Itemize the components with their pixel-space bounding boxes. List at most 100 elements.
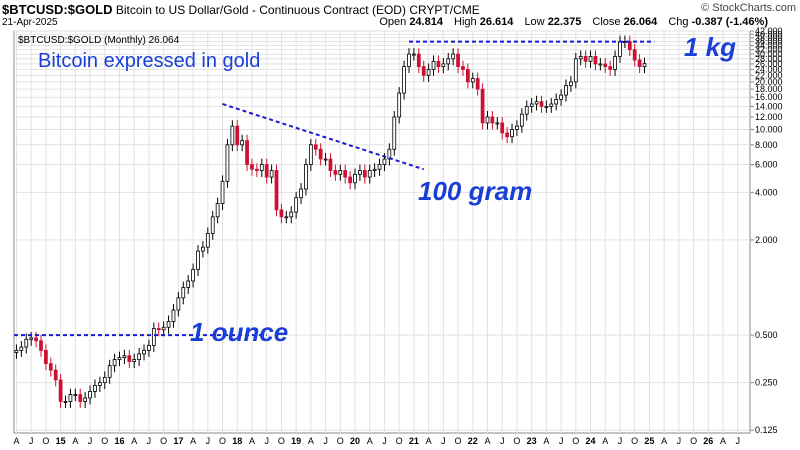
candle-body (264, 164, 269, 178)
y-tick-label: 16.000 (755, 92, 783, 102)
x-tick-label: A (720, 436, 726, 446)
candle-body (328, 158, 333, 171)
candle-body (230, 125, 235, 146)
candle-body (559, 94, 563, 100)
candle-body (407, 53, 411, 68)
candle-body (637, 59, 642, 68)
candle-body (500, 122, 505, 134)
x-tick-label: 24 (586, 436, 596, 446)
candle-body (397, 92, 402, 118)
x-tick-label: J (206, 436, 211, 446)
candle-body (461, 66, 465, 70)
annotation-1kg: 1 kg (684, 32, 736, 62)
x-tick-label: O (278, 436, 285, 446)
candle-body (147, 345, 151, 351)
candle-body (250, 164, 254, 170)
y-tick-label: 18.000 (755, 84, 783, 94)
x-tick-label: O (396, 436, 403, 446)
candle-body (613, 56, 617, 70)
candle-body (495, 122, 500, 125)
y-tick-label: 42.000 (755, 26, 783, 36)
x-axis: A J O 15 A J O 16 A J O 17 A J O 18 A J O 19 A J O 20 A J O 21 A J O 22… (13, 436, 740, 446)
chg-value: -0.387 (-1.46%) (691, 16, 768, 28)
candle-series (14, 35, 647, 408)
candle-body (19, 346, 24, 351)
x-tick-label: A (426, 436, 432, 446)
x-tick-label: J (323, 436, 328, 446)
candle-body (304, 164, 308, 190)
x-tick-label: J (735, 436, 740, 446)
candle-body (259, 164, 264, 171)
y-tick-label: 14.000 (755, 101, 783, 111)
candle-body (608, 66, 613, 70)
candle-body (48, 363, 53, 371)
candle-body (122, 355, 127, 359)
candle-body (524, 105, 529, 115)
candle-body (402, 66, 406, 94)
y-tick-label: 32.000 (755, 45, 783, 55)
candle-body (255, 168, 259, 171)
y-tick-label: 26.000 (755, 59, 783, 69)
candle-body (107, 365, 112, 378)
candle-body (245, 140, 249, 165)
candle-body (377, 164, 382, 170)
candle-body (63, 401, 68, 403)
close-label: Close (592, 16, 621, 28)
candle-body (593, 56, 598, 65)
close-value: 26.064 (623, 16, 658, 28)
candle-body (73, 394, 78, 396)
x-tick-label: O (160, 436, 167, 446)
x-tick-label: A (190, 436, 196, 446)
candle-body (485, 116, 490, 124)
candle-body (318, 148, 323, 160)
x-tick-label: J (382, 436, 387, 446)
candle-body (544, 105, 549, 108)
candle-body (127, 355, 132, 362)
candle-body (554, 99, 559, 105)
x-tick-label: O (455, 436, 462, 446)
chart-date: 21-Apr-2025 (2, 17, 58, 28)
candle-body (78, 394, 83, 402)
candle-body (58, 379, 63, 402)
open-value: 24.814 (409, 16, 443, 28)
candle-body (191, 269, 195, 282)
candle-body (583, 56, 588, 62)
candle-body (44, 349, 48, 364)
low-label: Low (524, 16, 545, 28)
x-tick-label: O (219, 436, 226, 446)
candle-body (510, 129, 514, 138)
y-tick-label: 0.250 (755, 378, 778, 388)
trend-lines (14, 40, 655, 337)
candle-body (412, 53, 416, 56)
candle-body (573, 58, 578, 83)
chg-label: Chg (668, 16, 689, 28)
x-tick-label: 15 (56, 436, 66, 446)
candle-body (470, 78, 475, 83)
x-tick-label: 23 (527, 436, 537, 446)
candle-body (441, 63, 446, 68)
candle-body (68, 394, 73, 402)
y-tick-label: 34.000 (755, 41, 783, 51)
candle-body (14, 349, 19, 353)
x-tick-label: J (88, 436, 93, 446)
candle-body (421, 66, 426, 76)
symbol-description: Bitcoin to US Dollar/Gold - Continuous C… (115, 3, 406, 17)
y-tick-label: 0.125 (755, 425, 778, 435)
x-tick-label: O (513, 436, 520, 446)
x-tick-label: J (500, 436, 505, 446)
candle-body (534, 101, 539, 105)
candle-body (456, 53, 460, 68)
symbol: $BTCUSD:$GOLD (2, 2, 113, 17)
candle-body (578, 56, 583, 60)
y-tick-label: 40.000 (755, 29, 783, 39)
candle-body (323, 158, 328, 161)
x-tick-label: 25 (644, 436, 654, 446)
candle-body (392, 116, 397, 150)
x-tick-label: 26 (703, 436, 713, 446)
x-tick-label: 21 (409, 436, 419, 446)
candle-body (564, 85, 568, 96)
candle-body (539, 101, 544, 107)
candle-body (289, 211, 294, 218)
x-tick-label: A (484, 436, 490, 446)
candle-body (269, 170, 274, 178)
